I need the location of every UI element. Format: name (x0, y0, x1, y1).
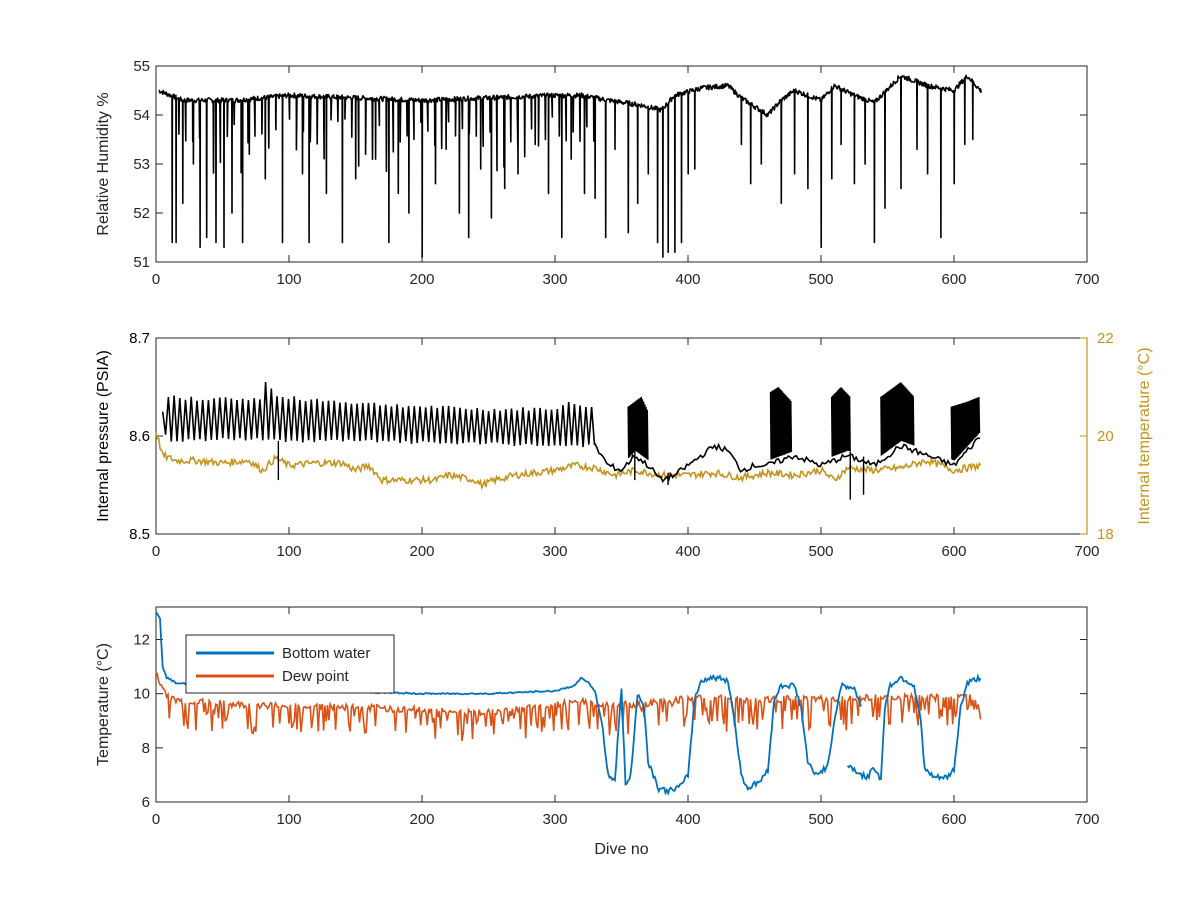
x-tick-label: 200 (409, 271, 434, 288)
x-tick-label: 200 (409, 811, 434, 828)
axes-2: 0 100 200 300 400 500 600 700 8.5 8.6 8.7 Internal … (95, 330, 1153, 560)
x-tick-label: 0 (152, 811, 160, 828)
x-tick-label: 100 (276, 543, 301, 560)
y-tick-label: 8.5 (129, 526, 150, 543)
x-tick-label: 100 (276, 811, 301, 828)
y-tick-label: 54 (133, 107, 150, 124)
y-axis-label: Temperature (°C) (95, 643, 112, 766)
y-tick-label: 12 (133, 632, 150, 649)
x-tick-label: 400 (675, 271, 700, 288)
x-tick-label: 0 (152, 543, 160, 560)
y-tick-label: 8.6 (129, 428, 150, 445)
x-tick-label: 200 (409, 543, 434, 560)
x-tick-label: 700 (1074, 543, 1099, 560)
x-tick-label: 500 (808, 811, 833, 828)
x-tick-label: 300 (542, 543, 567, 560)
y-axis-label: Internal pressure (PSIA) (95, 350, 112, 522)
y-tick-label: 53 (133, 156, 150, 173)
x-axis-label: Dive no (594, 841, 648, 858)
x-tick-label: 600 (941, 543, 966, 560)
x-tick-label: 700 (1074, 271, 1099, 288)
series-internal-temperature (155, 432, 982, 491)
x-tick-label: 0 (152, 271, 160, 288)
legend-box (185, 634, 395, 694)
y2-tick-label: 20 (1097, 428, 1114, 445)
x-tick-label: 600 (941, 271, 966, 288)
series-bottom-water-segment-2 (846, 673, 982, 782)
pressure-burst-1 (627, 396, 649, 460)
pressure-burst-3 (830, 387, 851, 457)
x-tick-label: 700 (1074, 811, 1099, 828)
axes-1: 0 100 200 300 400 500 600 700 51 52 53 54 55 Relative… (95, 58, 1100, 288)
y-tick-label: 55 (133, 58, 150, 75)
y-tick-label: 10 (133, 686, 150, 703)
legend: Bottom water Dew point (185, 634, 395, 694)
y-tick-label: 6 (142, 794, 150, 811)
series-internal-pressure (161, 381, 981, 484)
pressure-burst-4 (880, 382, 915, 456)
y-tick-label: 8 (142, 740, 150, 757)
legend-label: Bottom water (282, 645, 370, 662)
chart-layer: 0 100 200 300 400 500 600 7005152535455Relative… (95, 58, 1153, 858)
x-tick-label: 500 (808, 271, 833, 288)
y2-tick-label: 18 (1097, 526, 1114, 543)
pressure-burst-2 (769, 387, 793, 460)
y-tick-label: 8.7 (129, 330, 150, 347)
x-tick-label: 500 (808, 543, 833, 560)
y-axis-label: Relative Humidity % (95, 92, 112, 235)
series-relative-humidity (158, 74, 982, 258)
y-tick-label: 52 (133, 205, 150, 222)
y2-tick-label: 22 (1097, 330, 1114, 347)
legend-label: Dew point (282, 668, 350, 685)
y-tick-label: 51 (133, 254, 150, 271)
x-tick-label: 400 (675, 543, 700, 560)
x-tick-label: 100 (276, 271, 301, 288)
series-dew-point (155, 671, 982, 742)
pressure-burst-5 (950, 396, 981, 461)
y2-axis-label: Internal temperature (°C) (1136, 347, 1153, 524)
x-tick-label: 400 (675, 811, 700, 828)
x-tick-label: 300 (542, 271, 567, 288)
x-tick-label: 600 (941, 811, 966, 828)
x-tick-label: 300 (542, 811, 567, 828)
plot-area-2 (155, 337, 1088, 535)
